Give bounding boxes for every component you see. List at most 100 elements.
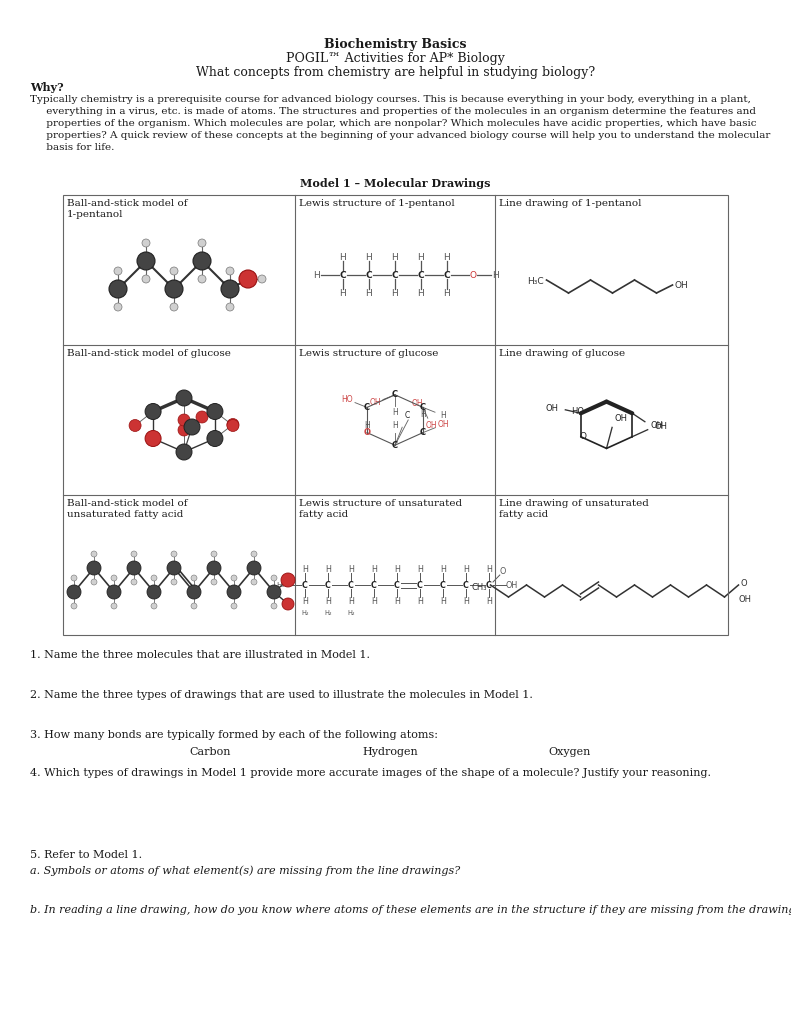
Circle shape [207,403,223,420]
Text: C: C [302,581,308,590]
Circle shape [151,603,157,609]
Text: H: H [420,410,426,419]
Text: H: H [444,253,450,261]
Text: H: H [418,253,425,261]
Text: Line drawing of glucose: Line drawing of glucose [499,349,625,358]
Circle shape [142,239,150,247]
Circle shape [211,551,217,557]
Circle shape [191,603,197,609]
Text: 4. Which types of drawings in Model 1 provide more accurate images of the shape : 4. Which types of drawings in Model 1 pr… [30,768,711,778]
Circle shape [171,551,177,557]
Text: H: H [394,564,400,573]
Text: H: H [302,564,308,573]
Text: OH: OH [650,421,664,430]
Text: H: H [392,409,398,418]
Text: OH: OH [615,414,627,423]
Circle shape [67,585,81,599]
Circle shape [71,603,77,609]
Text: What concepts from chemistry are helpful in studying biology?: What concepts from chemistry are helpful… [196,66,595,79]
Circle shape [91,579,97,585]
Text: H: H [486,564,492,573]
Text: 1. Name the three molecules that are illustrated in Model 1.: 1. Name the three molecules that are ill… [30,650,370,660]
Circle shape [207,561,221,575]
Text: basis for life.: basis for life. [30,143,115,152]
Text: HO: HO [341,395,353,403]
Text: H: H [313,270,320,280]
Circle shape [176,390,192,406]
Text: H: H [440,597,446,605]
Text: H: H [392,421,398,430]
Text: H: H [392,253,399,261]
Text: Lewis structure of glucose: Lewis structure of glucose [299,349,438,358]
Text: H: H [365,253,373,261]
Circle shape [226,267,234,275]
Circle shape [178,424,190,436]
Text: Ball-and-stick model of glucose: Ball-and-stick model of glucose [67,349,231,358]
Circle shape [271,603,277,609]
Text: O: O [470,270,476,280]
Text: Lewis structure of 1-pentanol: Lewis structure of 1-pentanol [299,199,455,208]
Text: Biochemistry Basics: Biochemistry Basics [324,38,467,51]
Circle shape [145,403,161,420]
Text: H: H [348,597,354,605]
Text: 3. How many bonds are typically formed by each of the following atoms:: 3. How many bonds are typically formed b… [30,730,438,740]
Text: b. In reading a line drawing, how do you know where atoms of these elements are : b. In reading a line drawing, how do you… [30,905,791,915]
Circle shape [226,303,234,311]
Text: O: O [364,428,370,437]
Text: OH: OH [546,403,558,413]
Circle shape [231,603,237,609]
Text: C: C [394,581,400,590]
Text: OH: OH [437,420,448,429]
Text: H: H [418,289,425,298]
Text: 5. Refer to Model 1.: 5. Refer to Model 1. [30,850,142,860]
Text: C: C [404,411,410,420]
Text: properties of the organism. Which molecules are polar, which are nonpolar? Which: properties of the organism. Which molecu… [30,119,756,128]
Text: Hydrogen: Hydrogen [362,746,418,757]
Circle shape [114,303,122,311]
Text: POGIL™ Activities for AP* Biology: POGIL™ Activities for AP* Biology [286,52,505,65]
Circle shape [114,267,122,275]
Text: everything in a virus, etc. is made of atoms. The structures and properties of t: everything in a virus, etc. is made of a… [30,106,756,116]
Circle shape [227,585,241,599]
Circle shape [281,573,295,587]
Text: C: C [365,270,373,280]
Text: C: C [463,581,469,590]
Circle shape [151,575,157,581]
Text: H: H [371,597,377,605]
Text: OH: OH [675,281,688,290]
Text: Carbon: Carbon [189,746,231,757]
Circle shape [91,551,97,557]
Circle shape [251,551,257,557]
Text: OH: OH [739,596,751,604]
Circle shape [109,280,127,298]
Circle shape [111,575,117,581]
Text: C: C [486,581,492,590]
Text: Typically chemistry is a prerequisite course for advanced biology courses. This : Typically chemistry is a prerequisite co… [30,95,751,104]
Circle shape [71,575,77,581]
Text: a. Symbols or atoms of what element(s) are missing from the line drawings?: a. Symbols or atoms of what element(s) a… [30,865,460,876]
Text: H: H [417,597,423,605]
Text: Why?: Why? [30,82,63,93]
Text: C: C [392,440,398,450]
Circle shape [131,579,137,585]
Text: HO: HO [572,408,585,416]
Circle shape [127,561,141,575]
Text: Line drawing of unsaturated
fatty acid: Line drawing of unsaturated fatty acid [499,499,649,519]
Circle shape [227,420,239,431]
Circle shape [251,579,257,585]
Circle shape [191,575,197,581]
Text: OH: OH [654,422,668,431]
Text: O: O [740,580,747,589]
Text: H: H [371,564,377,573]
Text: H: H [348,564,354,573]
Text: C: C [420,428,426,437]
Text: CH₃: CH₃ [471,584,486,593]
Circle shape [176,444,192,460]
Text: H₁₂: H₁₂ [276,582,288,588]
Circle shape [198,239,206,247]
Circle shape [171,579,177,585]
Text: H₂: H₂ [347,610,355,616]
Circle shape [145,430,161,446]
Text: C: C [325,581,331,590]
Text: C: C [440,581,446,590]
